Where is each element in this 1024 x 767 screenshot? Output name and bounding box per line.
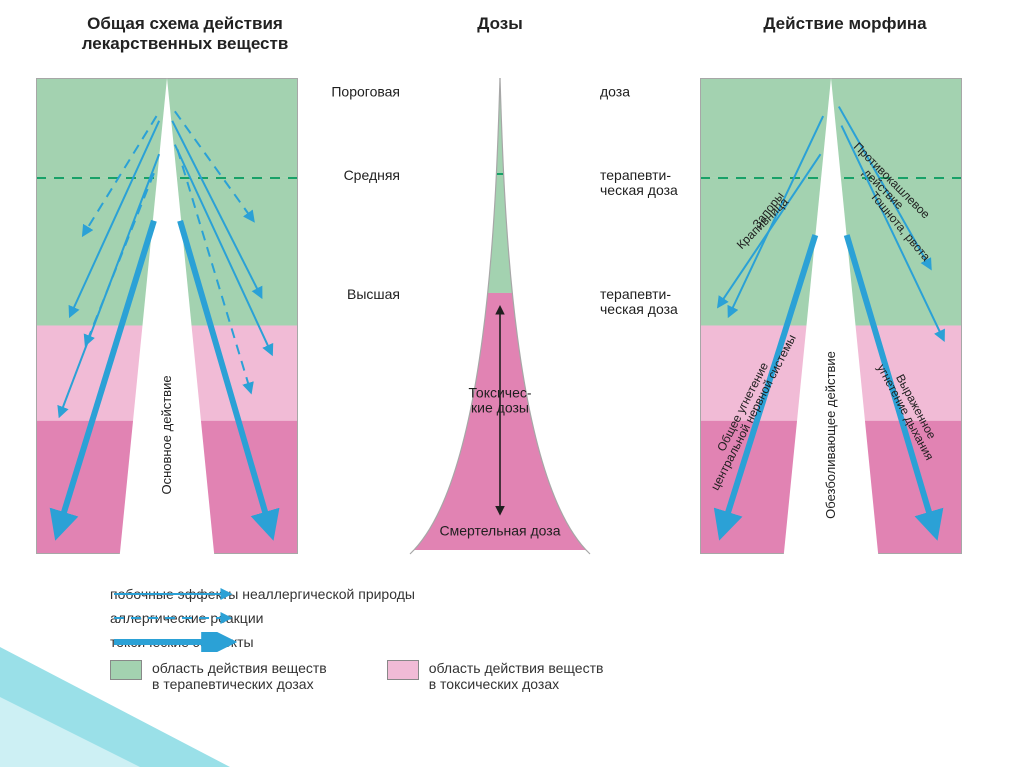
panel-right: ЗапорыКрапивницаПротивокашлевоедействиеТ…	[700, 78, 962, 554]
main-action-label: Основное действие	[159, 375, 174, 494]
dose-label-left: Средняя	[344, 167, 400, 183]
legend-swatch-row: область действия веществв токсических до…	[387, 660, 604, 692]
main-action-label: Обезболивающее действие	[823, 351, 838, 519]
dose-label-right: ческая доза	[600, 301, 678, 317]
svg-text:Основное действие: Основное действие	[159, 375, 174, 494]
legend-swatch	[387, 660, 419, 680]
title-left: Общая схема действиялекарственных вещест…	[45, 14, 325, 54]
svg-text:Обезболивающее действие: Обезболивающее действие	[823, 351, 838, 519]
title-right: Действие морфина	[720, 14, 970, 34]
title-center: Дозы	[440, 14, 560, 34]
dose-band	[405, 74, 595, 293]
legend-text: область действия веществв токсических до…	[429, 660, 604, 692]
dose-label-right: терапевти-	[600, 167, 671, 183]
dose-label-left: Пороговая	[331, 84, 400, 100]
panel-center-doses: Пороговая доза Средняя терапевти-ческая доз…	[280, 74, 720, 558]
dose-label-left: Высшая	[347, 286, 400, 302]
legend-row: побочные эффекты неаллергической природы	[110, 582, 603, 606]
dose-label-right: терапевти-	[600, 286, 671, 302]
dose-label-right: ческая доза	[600, 182, 678, 198]
dose-label-right: доза	[600, 84, 630, 100]
dose-label-lethal: Смертельная доза	[439, 523, 560, 539]
panel-left: Основное действие	[36, 78, 298, 554]
decor-triangle	[0, 607, 250, 767]
